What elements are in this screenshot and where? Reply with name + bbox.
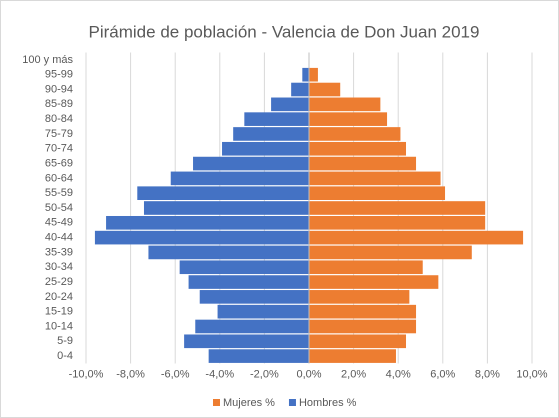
bar	[309, 245, 472, 260]
y-tick-label: 35-39	[45, 246, 73, 258]
bar	[271, 97, 309, 112]
y-tick-label: 30-34	[45, 261, 73, 273]
bar	[309, 156, 417, 171]
legend-swatch	[213, 399, 220, 406]
y-tick-label: 55-59	[45, 187, 73, 199]
bar	[309, 215, 486, 230]
bar	[309, 319, 417, 334]
y-tick-label: 85-89	[45, 98, 73, 110]
bar	[309, 290, 410, 304]
bar	[302, 67, 309, 82]
bar	[170, 171, 309, 186]
y-tick-label: 25-29	[45, 276, 73, 288]
bar	[143, 201, 309, 215]
bar	[233, 127, 309, 141]
x-tick-label: 2,0%	[341, 368, 366, 380]
y-tick-label: 50-54	[45, 202, 73, 214]
x-tick-label: 0,0%	[296, 368, 321, 380]
y-tick-label: 5-9	[57, 335, 73, 347]
bar	[244, 112, 309, 126]
bar	[94, 230, 309, 245]
bar	[309, 304, 417, 319]
bar	[199, 290, 309, 304]
bar	[309, 201, 486, 215]
bar	[309, 230, 524, 245]
y-tick-label: 60-64	[45, 172, 73, 184]
bar	[148, 245, 309, 260]
bar	[309, 112, 388, 126]
x-tick-label: -6,0%	[161, 368, 190, 380]
bar	[222, 141, 309, 156]
bar	[309, 127, 401, 141]
bar	[188, 275, 309, 289]
bar	[291, 82, 309, 97]
bar	[208, 349, 309, 363]
bar	[309, 67, 318, 82]
y-tick-label: 45-49	[45, 217, 73, 229]
x-tick-label: 6,0%	[430, 368, 455, 380]
bar	[193, 156, 309, 171]
x-tick-label: 4,0%	[386, 368, 411, 380]
bar	[309, 97, 381, 112]
x-tick-label: -8,0%	[116, 368, 145, 380]
bar	[309, 349, 396, 363]
x-tick-label: -10,0%	[69, 368, 104, 380]
y-tick-label: 80-84	[45, 113, 73, 125]
bar	[217, 304, 309, 319]
bar	[184, 334, 309, 349]
bar	[309, 186, 446, 201]
x-tick-label: -4,0%	[205, 368, 234, 380]
y-tick-label: 100 y más	[22, 54, 73, 66]
y-tick-label: 0-4	[57, 350, 73, 362]
bar	[309, 260, 423, 275]
bar	[309, 82, 341, 97]
y-tick-label: 70-74	[45, 143, 73, 155]
y-tick-label: 95-99	[45, 69, 73, 81]
legend-swatch	[288, 399, 296, 406]
x-tick-label: 8,0%	[475, 368, 500, 380]
x-tick-label: -2,0%	[250, 368, 279, 380]
bar	[179, 260, 309, 275]
legend-label: Hombres %	[299, 397, 357, 409]
bar	[309, 334, 407, 349]
y-tick-label: 90-94	[45, 83, 73, 95]
bar	[106, 215, 309, 230]
y-tick-label: 65-69	[45, 157, 73, 169]
bar	[137, 186, 309, 201]
y-tick-label: 10-14	[45, 320, 73, 332]
bar	[195, 319, 309, 334]
y-tick-label: 40-44	[45, 232, 73, 244]
chart-title: Pirámide de población - Valencia de Don …	[89, 22, 480, 41]
bar	[309, 141, 407, 156]
y-tick-label: 15-19	[45, 306, 73, 318]
x-tick-label: 10,0%	[516, 368, 547, 380]
bar	[309, 171, 441, 186]
legend-label: Mujeres %	[223, 397, 275, 409]
y-tick-label: 20-24	[45, 291, 73, 303]
bar	[309, 275, 439, 289]
y-tick-label: 75-79	[45, 128, 73, 140]
